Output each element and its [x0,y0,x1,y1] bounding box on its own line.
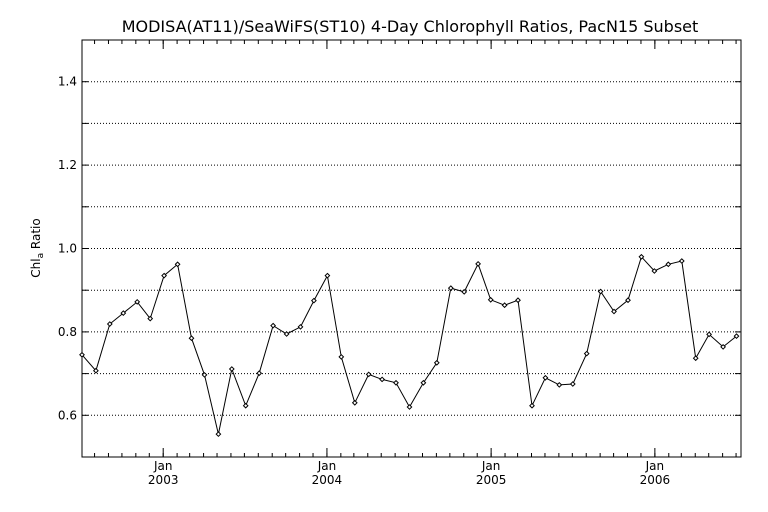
data-point [215,431,222,438]
data-point [597,288,604,295]
data-point [625,297,631,304]
data-point [228,366,235,372]
data-point [92,367,99,374]
data-point [338,353,345,360]
data-point [242,402,249,409]
data-point [256,370,263,377]
data-point [487,296,494,303]
data-point [201,371,208,378]
data-point [270,322,277,329]
data-point [569,381,576,387]
data-point [461,288,468,295]
data-point [515,297,521,304]
grid-lines [82,81,741,416]
data-point [733,333,740,340]
data-point [406,404,413,410]
data-point [720,343,727,350]
data-point [120,310,127,317]
data-point [283,331,290,337]
data-point [393,379,399,386]
axis-ticks [82,40,741,457]
x-tick-month-label: Jan [153,459,173,473]
data-point [433,359,440,366]
data-point [147,315,154,322]
data-point [379,376,386,383]
data-point [556,381,563,388]
data-point [542,374,549,381]
data-point [501,302,508,309]
data-point [611,308,617,315]
data-point [706,331,713,338]
x-tick-month-label: Jan [645,459,665,473]
data-point [447,285,454,292]
data-point [365,371,372,378]
data-point [638,253,645,260]
chart-title: MODISA(AT11)/SeaWiFS(ST10) 4-Day Chlorop… [122,17,699,36]
y-tick-label: 1.0 [58,242,77,256]
x-tick-year-label: 2003 [148,473,179,487]
data-point [678,258,685,264]
x-tick-year-label: 2005 [476,473,507,487]
data-point [583,350,590,357]
data-point [310,297,317,304]
x-tick-month-label: Jan [317,459,337,473]
data-point [161,272,168,279]
data-point [665,261,672,268]
data-point [79,351,85,358]
x-tick-month-label: Jan [481,459,501,473]
y-tick-label: 1.2 [58,158,77,172]
plot-frame [81,39,742,458]
data-point [351,399,358,406]
y-tick-label: 0.8 [58,325,77,339]
data-point [529,402,535,409]
tick-labels: 0.60.81.01.21.4Jan2003Jan2004Jan2005Jan2… [58,75,670,487]
data-point [475,260,482,267]
data-point [188,335,195,342]
y-axis-label: Chla Ratio [29,218,46,277]
data-point [324,272,331,279]
x-tick-year-label: 2006 [640,473,671,487]
series-ratio [79,253,740,438]
data-point [174,261,181,268]
data-point [692,355,699,362]
y-tick-label: 1.4 [58,75,77,89]
data-point [297,323,304,330]
data-point [106,321,113,327]
data-point [134,298,141,305]
x-tick-year-label: 2004 [312,473,343,487]
data-point [420,379,427,386]
data-point [651,268,658,274]
y-tick-label: 0.6 [58,408,77,422]
